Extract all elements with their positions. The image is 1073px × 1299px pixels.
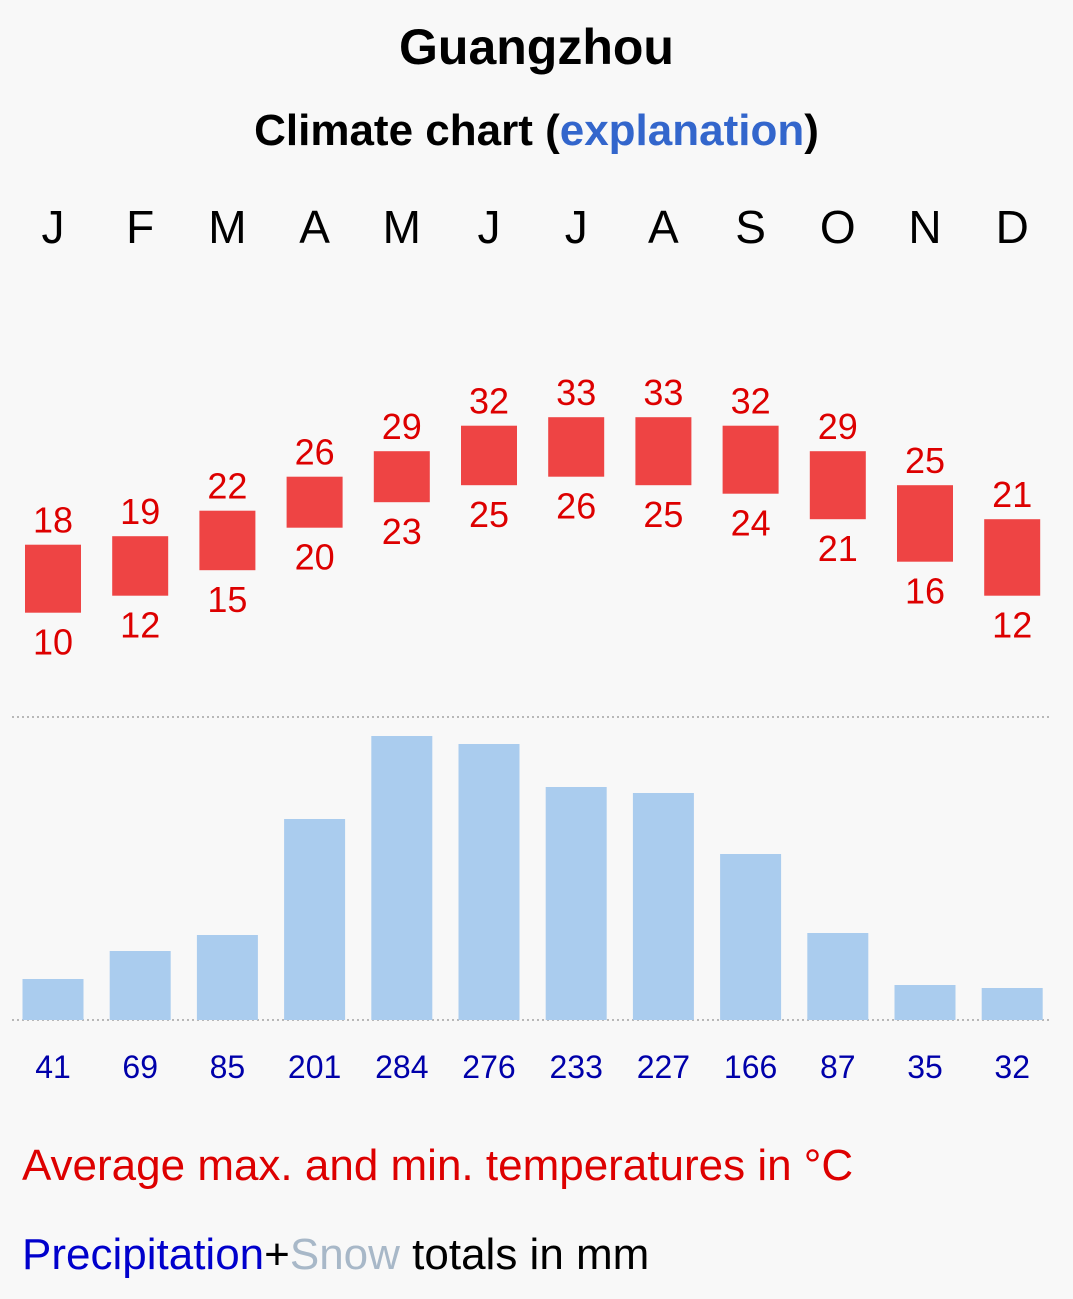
temperature-range-bar [809, 451, 866, 520]
max-temperature-label: 29 [818, 406, 858, 447]
precipitation-bar [22, 979, 84, 1020]
precipitation-label: 87 [820, 1049, 856, 1085]
month-label: M [383, 201, 421, 253]
precipitation-legend-label: Precipitation [22, 1230, 265, 1279]
min-temperature-label: 24 [731, 503, 771, 544]
precipitation-legend: Precipitation+Snow totals in mm [22, 1230, 649, 1280]
min-temperature-label: 23 [382, 511, 422, 552]
precipitation-bar [545, 787, 607, 1020]
precipitation-bar [458, 744, 520, 1020]
precipitation-label: 166 [724, 1049, 777, 1085]
temperature-range-bar [199, 510, 256, 571]
precipitation-label: 35 [907, 1049, 943, 1085]
explanation-link[interactable]: explanation [559, 106, 805, 155]
precipitation-label: 32 [994, 1049, 1030, 1085]
max-temperature-label: 33 [643, 372, 683, 413]
snow-legend-label: Snow [289, 1230, 400, 1279]
subtitle-suffix: ) [804, 106, 819, 155]
max-temperature-label: 25 [905, 440, 945, 481]
month-label: F [126, 201, 154, 253]
max-temperature-label: 18 [33, 500, 73, 541]
month-label: O [820, 201, 856, 253]
max-temperature-label: 19 [120, 491, 160, 532]
precipitation-label: 201 [288, 1049, 341, 1085]
temperature-range-bar [897, 485, 953, 562]
precipitation-label: 69 [122, 1049, 158, 1085]
min-temperature-label: 10 [33, 622, 73, 663]
min-temperature-label: 26 [556, 486, 596, 527]
precipitation-bar [981, 988, 1043, 1020]
month-label: S [735, 201, 766, 253]
precipitation-bar [109, 951, 171, 1020]
temperature-range-bar [722, 425, 779, 494]
chart-subtitle: Climate chart (explanation) [0, 106, 1073, 156]
max-temperature-label: 21 [992, 474, 1032, 515]
min-temperature-label: 12 [992, 605, 1032, 646]
temperature-range-bar [373, 451, 430, 503]
month-label: N [908, 201, 941, 253]
max-temperature-label: 32 [469, 381, 509, 422]
month-label: A [299, 201, 330, 253]
month-label: D [996, 201, 1029, 253]
min-temperature-label: 25 [469, 494, 509, 535]
temperature-range-bar [461, 425, 517, 486]
precipitation-bar [720, 854, 782, 1020]
max-temperature-label: 22 [207, 466, 247, 507]
precipitation-bar [371, 736, 433, 1020]
temperature-legend: Average max. and min. temperatures in °C [22, 1141, 854, 1190]
precipitation-bar [807, 933, 869, 1020]
min-temperature-label: 21 [818, 528, 858, 569]
min-temperature-label: 25 [643, 494, 683, 535]
month-label: M [208, 201, 246, 253]
precipitation-label: 41 [35, 1049, 71, 1085]
min-temperature-label: 16 [905, 571, 945, 612]
temperature-bars: 18 10 19 12 22 15 26 20 29 23 32 25 33 26 33 25 32 24 29 21… [25, 372, 1041, 663]
month-label: J [565, 201, 588, 253]
min-temperature-label: 12 [120, 605, 160, 646]
precipitation-bar [284, 819, 346, 1020]
precipitation-label: 284 [375, 1049, 428, 1085]
month-label: J [478, 201, 501, 253]
max-temperature-label: 32 [731, 381, 771, 422]
temperature-range-bar [635, 417, 692, 486]
precipitation-label: 227 [637, 1049, 690, 1085]
subtitle-prefix: Climate chart ( [254, 106, 560, 155]
chart-title: Guangzhou [399, 19, 674, 75]
precipitation-bars: 41 69 85 201 284 276 233 227 166 87 35 32 [22, 736, 1043, 1085]
precipitation-bar [632, 793, 694, 1020]
precipitation-bar [894, 985, 956, 1020]
month-label: J [42, 201, 65, 253]
max-temperature-label: 26 [295, 432, 335, 473]
precipitation-label: 276 [462, 1049, 515, 1085]
precipitation-label: 233 [550, 1049, 603, 1085]
min-temperature-label: 20 [295, 537, 335, 578]
min-temperature-label: 15 [207, 579, 247, 620]
precipitation-bar [196, 935, 258, 1020]
precipitation-label: 85 [210, 1049, 246, 1085]
temperature-range-bar [984, 519, 1041, 596]
temperature-range-bar [286, 476, 343, 528]
temperature-range-bar [112, 536, 169, 596]
month-label: A [648, 201, 679, 253]
legend-plus: + [264, 1230, 290, 1279]
max-temperature-label: 29 [382, 406, 422, 447]
max-temperature-label: 33 [556, 372, 596, 413]
legend-totals: totals in mm [399, 1230, 650, 1279]
temperature-range-bar [548, 417, 605, 477]
temperature-range-bar [25, 544, 81, 613]
